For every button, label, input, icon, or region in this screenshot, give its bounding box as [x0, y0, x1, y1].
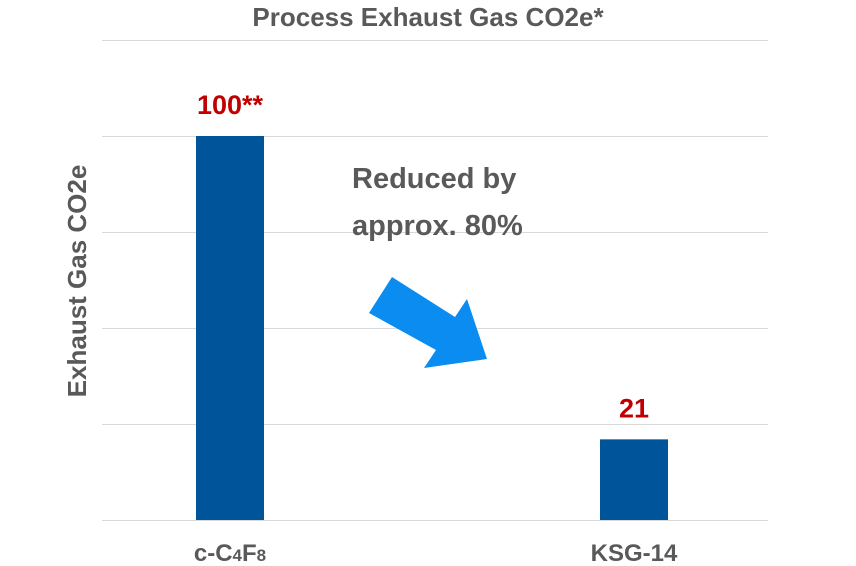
- value-labels: 100** 21: [197, 90, 649, 423]
- value-label-1: 100**: [197, 90, 264, 120]
- down-right-arrow-icon: [369, 277, 487, 368]
- value-label-2: 21: [619, 393, 649, 423]
- x-tick-labels: c-C4F8 KSG-14: [194, 540, 678, 566]
- reduction-annotation: Reduced by approx. 80%: [352, 163, 523, 242]
- chart-title: Process Exhaust Gas CO2e*: [252, 2, 604, 32]
- annotation-line-2: approx. 80%: [352, 210, 523, 242]
- y-axis-title: Exhaust Gas CO2e: [62, 165, 92, 398]
- x-tick-label-2: KSG-14: [591, 540, 678, 566]
- bar-2: [600, 439, 668, 520]
- bars: [196, 136, 668, 520]
- annotation-line-1: Reduced by: [352, 163, 516, 195]
- x-tick-label-1: c-C4F8: [194, 540, 266, 566]
- bar-1: [196, 136, 264, 520]
